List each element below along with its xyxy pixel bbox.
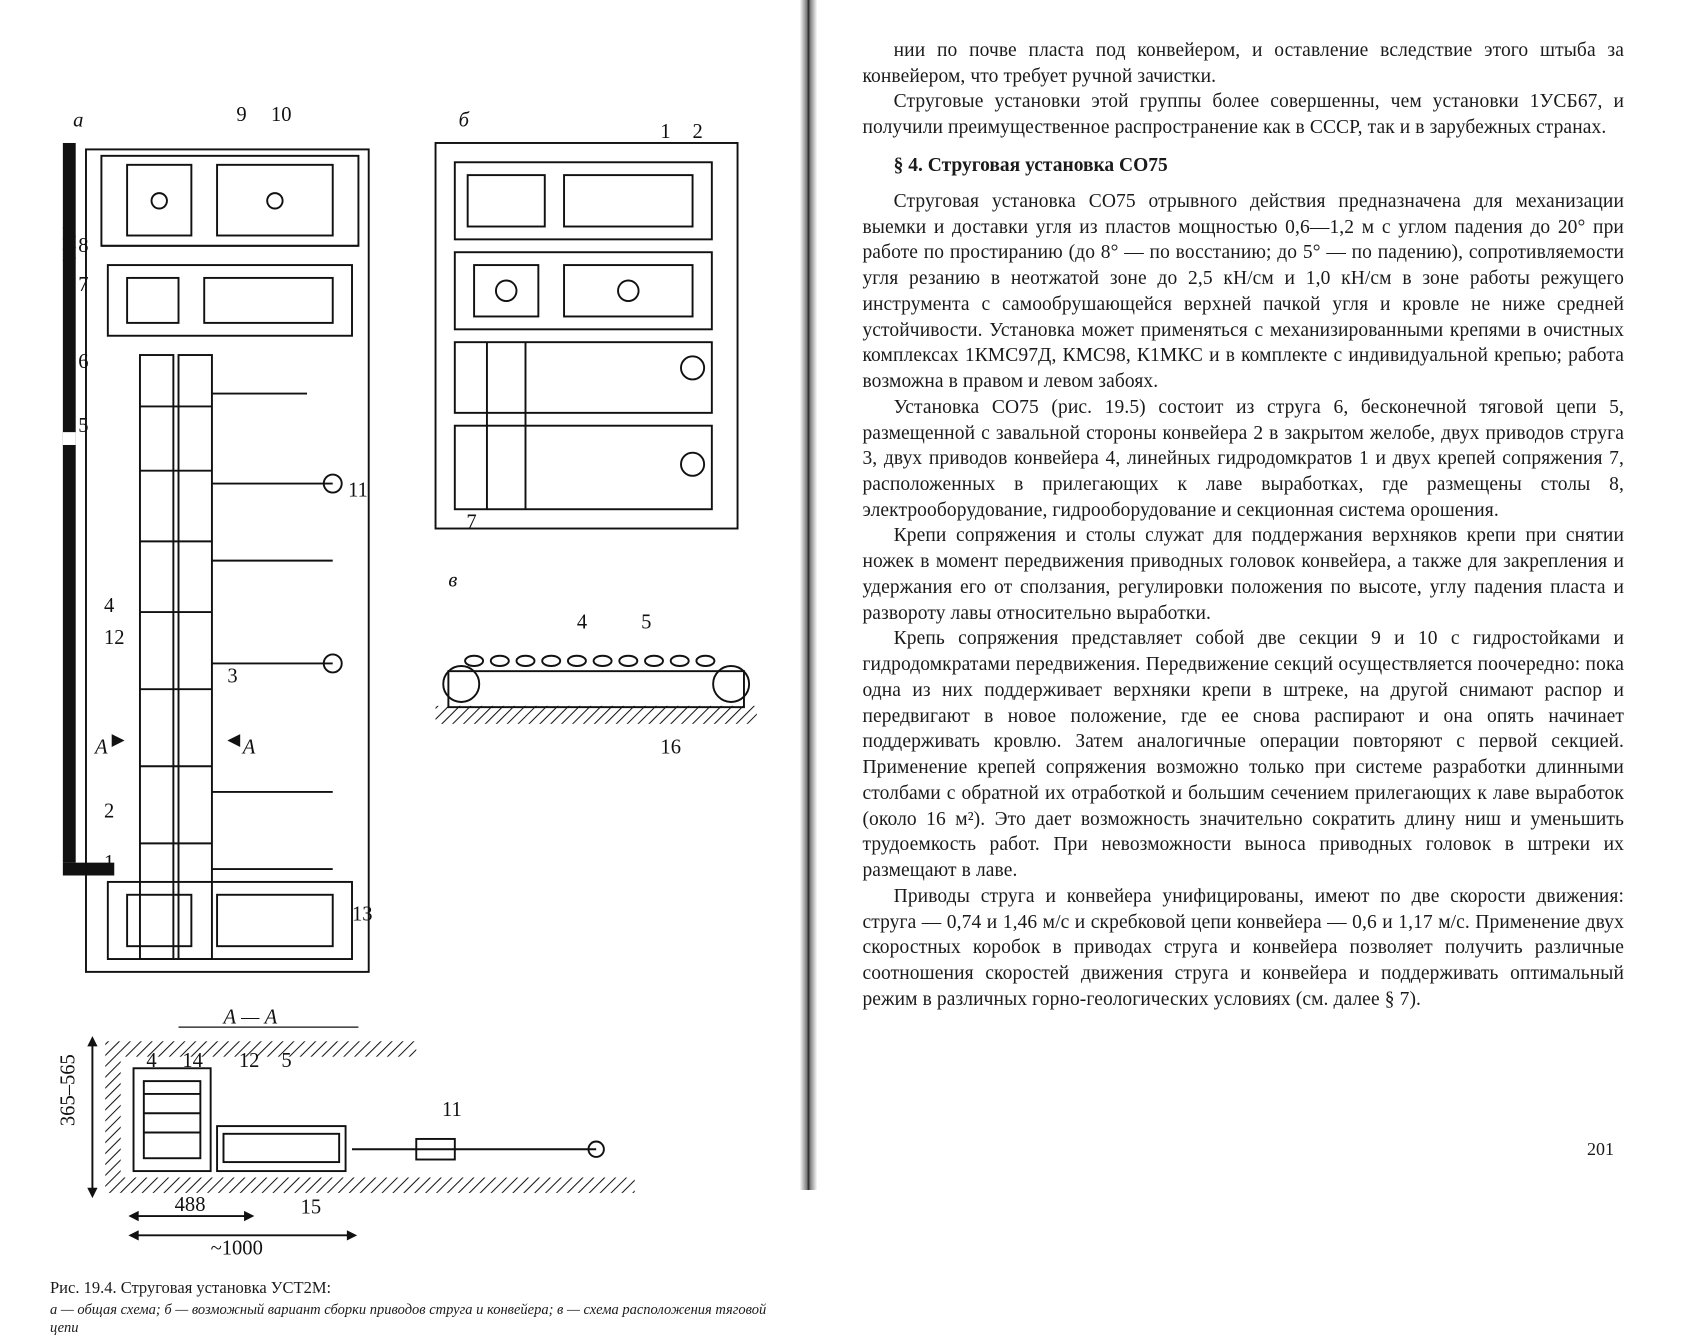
callout-11: 11	[348, 479, 368, 501]
paragraph-3: Струговая установка СО75 отрывного дейст…	[862, 189, 1624, 395]
callout-16: 16	[660, 736, 681, 758]
body-text: нии по почве пласта под конвейером, и ос…	[862, 38, 1624, 1012]
callout-1: 1	[104, 852, 114, 874]
section-heading: § 4. Струговая установка СО75	[862, 155, 1624, 177]
paragraph-2: Струговые установки этой группы более со…	[862, 89, 1624, 140]
callout-15: 15	[301, 1196, 322, 1218]
dim-w2: ~1000	[211, 1238, 263, 1255]
callout-7b: 7	[466, 512, 476, 534]
svg-text:5: 5	[641, 612, 651, 634]
callout-4: 4	[104, 595, 114, 617]
section-label: А — А	[221, 1006, 277, 1028]
book-spread: а б в	[0, 0, 1684, 1190]
book-gutter	[800, 0, 818, 1190]
section-a-a: А — А	[57, 1006, 634, 1254]
paragraph-5: Крепи сопряжения и столы служат для подд…	[862, 523, 1624, 626]
callout-12: 12	[104, 627, 125, 649]
callout-5: 5	[78, 415, 88, 437]
svg-text:4: 4	[577, 612, 587, 634]
callout-9: 9	[236, 104, 246, 126]
callout-8: 8	[78, 235, 88, 257]
callout-6: 6	[78, 351, 88, 373]
callout-3: 3	[227, 666, 237, 688]
callout-2: 2	[104, 801, 114, 823]
panel-b: 1 2 7	[436, 121, 738, 534]
paragraph-4: Установка СО75 (рис. 19.5) состоит из ст…	[862, 395, 1624, 524]
dim-height: 365–565	[57, 1054, 79, 1126]
figure-19-4: а б в	[50, 98, 770, 1260]
caption-sub: а — общая схема; б — возможный вариант с…	[50, 1302, 770, 1337]
right-page: нии по почве пласта под конвейером, и ос…	[817, 0, 1684, 1190]
callout-14: 14	[182, 1050, 203, 1072]
panel-a: А А 9 10 8 7 6 5 11 4 12 3 2 1	[63, 104, 373, 972]
section-mark-left: А	[93, 736, 108, 758]
paragraph-1: нии по почве пласта под конвейером, и ос…	[862, 38, 1624, 89]
svg-text:11: 11	[442, 1099, 462, 1121]
panel-label-v: в	[448, 569, 457, 591]
diagram-svg: а б в	[50, 98, 770, 1255]
caption-main: Рис. 19.4. Струговая установка УСТ2М:	[50, 1278, 770, 1299]
svg-text:12: 12	[239, 1050, 260, 1072]
callout-10: 10	[271, 104, 292, 126]
section-mark-right: А	[241, 736, 256, 758]
page-number: 201	[1587, 1139, 1614, 1160]
svg-text:1: 1	[660, 121, 670, 143]
callout-13: 13	[352, 903, 373, 925]
dim-w1: 488	[175, 1194, 206, 1216]
panel-label-b: б	[459, 109, 470, 131]
panel-label-a: а	[73, 109, 83, 131]
paragraph-6: Крепь сопряжения представляет собой две …	[862, 626, 1624, 883]
paragraph-7: Приводы струга и конвейера унифицированы…	[862, 884, 1624, 1013]
left-page: а б в	[0, 0, 800, 1190]
svg-text:4: 4	[146, 1050, 156, 1072]
figure-caption: Рис. 19.4. Струговая установка УСТ2М: а …	[50, 1278, 770, 1337]
svg-text:5: 5	[281, 1050, 291, 1072]
callout-7: 7	[78, 274, 88, 296]
panel-v: 4 5 16	[436, 612, 757, 759]
svg-text:2: 2	[693, 121, 703, 143]
